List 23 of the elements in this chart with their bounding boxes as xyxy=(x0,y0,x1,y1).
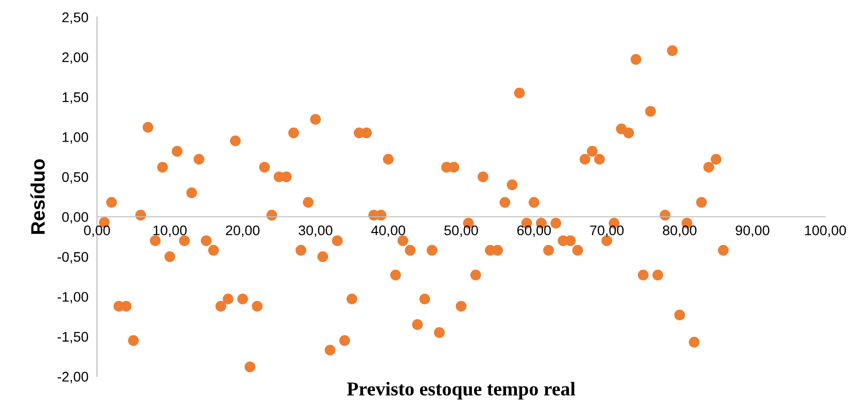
y-tick-label: 2,00 xyxy=(62,52,88,64)
x-tick-label: 50,00 xyxy=(444,225,478,237)
x-tick-label: 60,00 xyxy=(517,225,551,237)
y-tick-label: 2,50 xyxy=(62,12,88,24)
x-tick-label: 90,00 xyxy=(736,225,770,237)
y-tick-label: -1,00 xyxy=(58,292,88,304)
x-tick-label: 0,00 xyxy=(84,225,110,237)
y-axis-title: Resíduo xyxy=(30,159,45,234)
x-tick-label: 100,00 xyxy=(805,225,846,237)
x-tick-label: 30,00 xyxy=(298,225,332,237)
y-tick-label: -1,50 xyxy=(58,332,88,344)
x-tick-label: 20,00 xyxy=(226,225,260,237)
y-tick-label: 1,00 xyxy=(62,132,88,144)
y-tick-label: 0,00 xyxy=(62,212,88,224)
y-tick-label: -2,00 xyxy=(58,372,88,384)
x-axis-title: Previsto estoque tempo real xyxy=(347,382,576,400)
y-tick-label: -0,50 xyxy=(58,252,88,264)
x-tick-label: 10,00 xyxy=(154,225,187,237)
x-tick-label: 40,00 xyxy=(371,225,406,237)
x-tick-label: 80,00 xyxy=(662,225,696,237)
y-tick-label: 1,50 xyxy=(62,92,88,104)
x-tick-label: 70,00 xyxy=(590,225,624,237)
y-tick-label: 0,50 xyxy=(62,172,88,184)
